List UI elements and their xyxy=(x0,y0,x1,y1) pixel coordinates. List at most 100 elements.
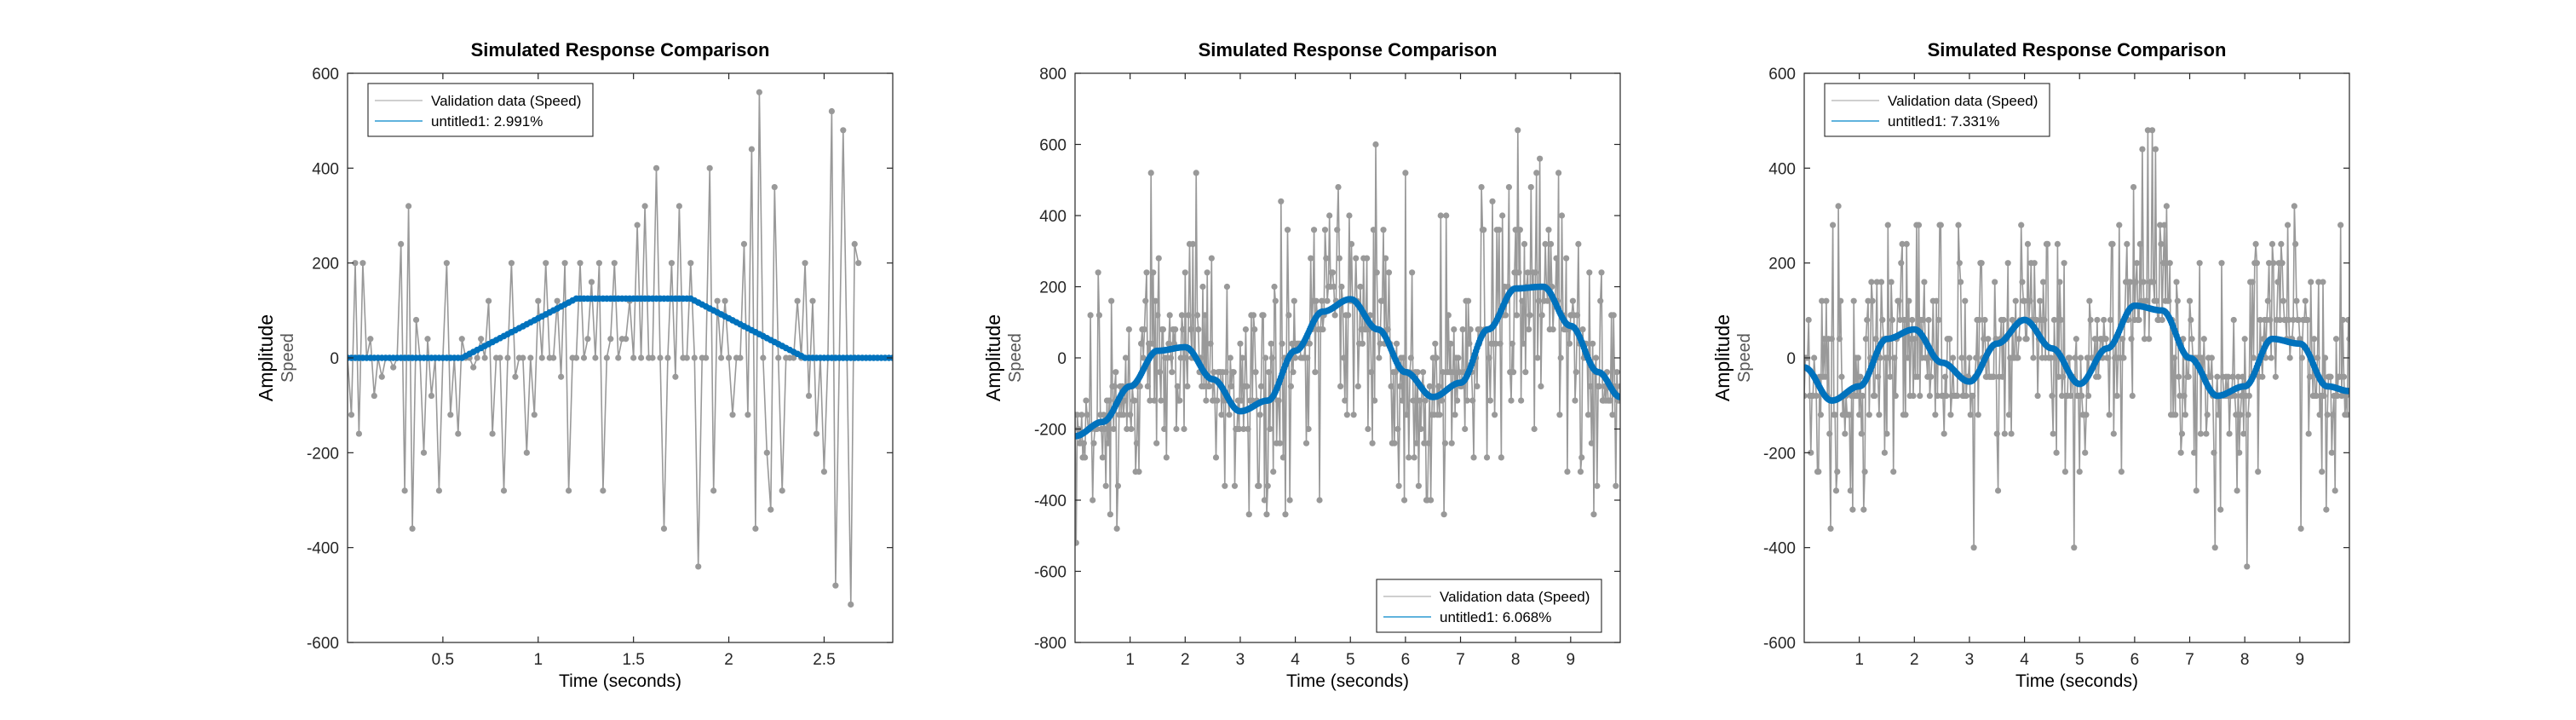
validation-point xyxy=(1087,312,1094,319)
x-tick-label: 3 xyxy=(1236,651,1245,669)
validation-point xyxy=(1331,312,1338,319)
validation-point xyxy=(1521,240,1528,247)
validation-point xyxy=(2044,240,2051,247)
validation-point xyxy=(775,354,782,361)
validation-point xyxy=(2304,316,2311,324)
validation-point xyxy=(478,336,485,343)
validation-point xyxy=(771,184,778,191)
validation-point xyxy=(1613,369,1620,376)
validation-point xyxy=(1837,297,1844,304)
plot-content xyxy=(1075,127,1620,546)
validation-point xyxy=(1419,369,1427,376)
legend-label: untitled1: 6.068% xyxy=(1440,609,1551,625)
validation-point xyxy=(2161,222,2168,228)
validation-point xyxy=(2172,412,2179,418)
validation-point xyxy=(1524,269,1531,276)
validation-point xyxy=(500,487,508,494)
validation-point xyxy=(2214,373,2221,380)
validation-point xyxy=(809,297,816,304)
validation-point xyxy=(2058,392,2066,400)
x-axis-label: Time (seconds) xyxy=(1286,671,1409,691)
validation-point xyxy=(1414,369,1421,376)
validation-point xyxy=(1932,412,1939,418)
validation-point xyxy=(1426,383,1433,389)
validation-point xyxy=(2208,354,2215,361)
validation-point xyxy=(2334,392,2341,400)
validation-point xyxy=(2266,260,2273,267)
validation-point xyxy=(1597,297,1604,304)
validation-point xyxy=(1150,269,1157,276)
validation-point xyxy=(1163,454,1170,461)
y-axis-sublabel: Speed xyxy=(279,333,297,383)
validation-point xyxy=(1492,340,1499,347)
validation-point xyxy=(1516,227,1523,233)
validation-point xyxy=(558,373,565,380)
validation-point xyxy=(2015,354,2021,361)
validation-point xyxy=(1143,269,1150,276)
validation-point xyxy=(2320,279,2326,285)
y-axis: -800 -600 -400 -200 0 200 400 600 800 xyxy=(1034,66,1620,653)
validation-point xyxy=(577,260,584,267)
validation-point xyxy=(660,525,668,533)
validation-point xyxy=(2037,297,2044,304)
validation-point xyxy=(1958,354,1965,361)
validation-point xyxy=(1563,255,1570,262)
validation-point xyxy=(1265,369,1273,376)
validation-point xyxy=(1934,392,1941,400)
validation-point xyxy=(2245,412,2251,418)
y-tick-label: 400 xyxy=(1768,160,1796,178)
x-tick-label: 1 xyxy=(1125,651,1135,669)
validation-point xyxy=(2321,354,2329,361)
y-axis-label: Amplitude xyxy=(1711,314,1734,401)
plot-content xyxy=(1804,127,2349,570)
validation-point xyxy=(1590,340,1596,347)
validation-point xyxy=(1180,326,1187,333)
validation-point xyxy=(1245,511,1252,518)
y-tick-label: 200 xyxy=(1039,279,1067,297)
validation-point xyxy=(1306,340,1313,347)
validation-point xyxy=(1469,397,1476,404)
validation-point xyxy=(1518,397,1525,404)
validation-point xyxy=(2323,506,2330,513)
validation-point xyxy=(1385,269,1393,276)
x-tick-label: 2 xyxy=(1910,651,1919,669)
validation-point xyxy=(1617,383,1620,389)
validation-point xyxy=(1879,316,1886,324)
validation-point xyxy=(2315,279,2322,285)
validation-point xyxy=(740,240,748,247)
chart-panel-1: 0.5 1 1.5 2 2.5 -600 -400 -200 0 200 400 600 Simulat… xyxy=(255,39,894,691)
validation-point xyxy=(1826,430,1833,437)
validation-point xyxy=(2153,297,2160,304)
validation-point xyxy=(722,297,728,304)
validation-point xyxy=(1189,240,1196,247)
validation-point xyxy=(1373,269,1380,276)
validation-point xyxy=(2339,316,2346,324)
validation-point xyxy=(1920,316,1927,324)
validation-point xyxy=(2225,373,2232,380)
validation-point xyxy=(1278,198,1285,204)
validation-point xyxy=(1895,297,1902,304)
y-tick-label: 400 xyxy=(1039,208,1067,226)
validation-point xyxy=(1173,425,1180,433)
x-tick-label: 5 xyxy=(1346,651,1355,669)
validation-point xyxy=(2076,469,2083,475)
validation-point xyxy=(611,260,618,267)
validation-point xyxy=(2253,260,2260,267)
validation-point xyxy=(508,260,515,267)
validation-point xyxy=(2186,297,2194,304)
validation-point xyxy=(2165,297,2172,304)
validation-point xyxy=(1966,354,1973,361)
validation-point xyxy=(2136,316,2142,324)
validation-point xyxy=(1538,312,1545,319)
validation-point xyxy=(1252,369,1259,376)
x-tick-label: 1 xyxy=(533,651,543,669)
validation-point xyxy=(2004,260,2011,267)
validation-point xyxy=(2336,373,2343,380)
validation-point xyxy=(1337,383,1344,389)
x-tick-label: 8 xyxy=(2240,651,2250,669)
validation-point xyxy=(2159,316,2165,324)
validation-point xyxy=(1478,184,1485,191)
validation-point xyxy=(1206,383,1213,389)
validation-point xyxy=(1990,373,1997,380)
validation-point xyxy=(2031,260,2038,267)
